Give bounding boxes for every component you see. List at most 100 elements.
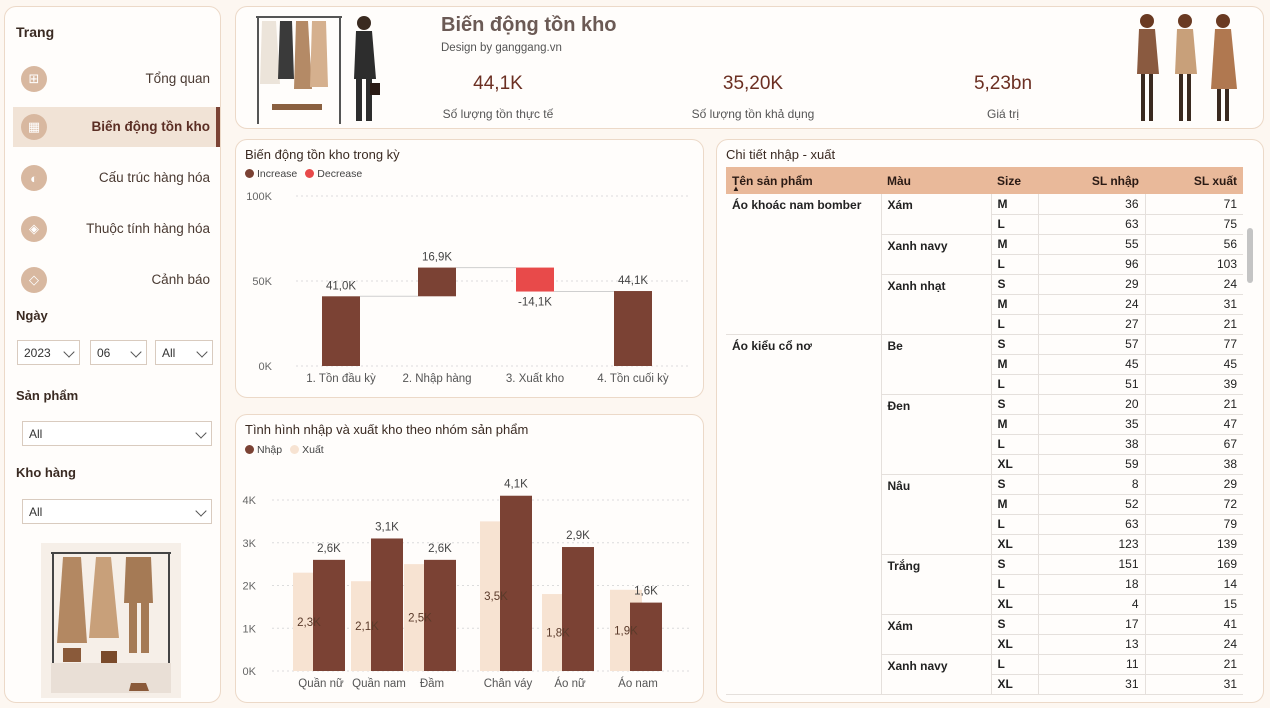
import-qty-cell: 151 (1037, 554, 1145, 575)
size-cell: L (990, 314, 1038, 335)
nhap-data-label: 4,1K (504, 479, 528, 491)
table-row[interactable]: XL 59 38 (726, 454, 1243, 475)
legend-xuat[interactable]: Xuất (290, 444, 324, 456)
color-cell: Xanh nhạt (881, 274, 992, 335)
col-product-label: Tên sản phẩm (732, 173, 813, 188)
waterfall-bar[interactable] (516, 267, 554, 292)
chevron-down-icon (130, 346, 142, 358)
nav-item-3[interactable]: ◈ Thuộc tính hàng hóa (13, 209, 220, 249)
legend-nhap-label: Nhập (257, 444, 283, 456)
table-row[interactable]: XL 123 139 (726, 534, 1243, 555)
nhap-data-label: 2,9K (566, 530, 590, 542)
nav-item-0[interactable]: ⊞ Tổng quan (13, 59, 220, 99)
table-row[interactable]: M 52 72 (726, 494, 1243, 515)
size-cell: M (990, 194, 1038, 215)
table-row[interactable]: L 63 79 (726, 514, 1243, 535)
product-dropdown[interactable]: All (22, 421, 212, 446)
table-row[interactable]: L 38 67 (726, 434, 1243, 455)
table-row[interactable]: Trắng S 151 169 (726, 554, 1243, 615)
color-cell: Xanh navy (881, 234, 992, 275)
clothing-rack-illustration (256, 16, 380, 124)
table-row[interactable]: XL 31 31 (726, 674, 1243, 695)
waterfall-bar[interactable] (614, 291, 652, 366)
header-panel: Biến động tồn kho Design by ganggang.vn … (235, 6, 1264, 129)
table-title: Chi tiết nhập - xuất (726, 147, 836, 162)
nav-item-1[interactable]: ▦ Biến động tồn kho (13, 107, 220, 147)
size-cell: L (990, 574, 1038, 595)
export-qty-cell: 75 (1144, 214, 1243, 235)
table-row[interactable]: XL 4 15 (726, 594, 1243, 615)
table-row[interactable]: Xanh navy L 11 21 (726, 654, 1243, 695)
nav-item-2[interactable]: ◐ Cấu trúc hàng hóa (13, 158, 220, 198)
sidebar-title: Trang (16, 24, 55, 40)
year-dropdown[interactable]: 2023 (17, 340, 80, 365)
import-qty-cell: 51 (1037, 374, 1145, 395)
color-cell: Xanh navy (881, 654, 992, 695)
col-import-qty[interactable]: SL nhập (1038, 167, 1145, 194)
x-tick-label: Áo nữ (554, 677, 586, 690)
table-row[interactable]: L 27 21 (726, 314, 1243, 335)
col-product[interactable]: Tên sản phẩm ▲ (726, 167, 881, 194)
legend-decrease[interactable]: Decrease (305, 168, 362, 180)
legend-increase[interactable]: Increase (245, 168, 297, 180)
table-row[interactable]: L 18 14 (726, 574, 1243, 595)
table-row[interactable]: M 45 45 (726, 354, 1243, 375)
legend-nhap[interactable]: Nhập (245, 444, 282, 456)
waterfall-bar[interactable] (322, 296, 360, 366)
nav-item-label: Cảnh báo (151, 272, 210, 287)
table-scrollbar[interactable] (1247, 228, 1253, 283)
import-qty-cell: 123 (1037, 534, 1145, 555)
y-tick-label: 100K (246, 191, 272, 203)
data-label: 16,9K (422, 252, 452, 264)
data-label: -14,1K (518, 297, 552, 309)
bar-nhap[interactable] (500, 495, 532, 671)
import-qty-cell: 13 (1037, 634, 1145, 655)
attribute-icon: ◈ (21, 216, 47, 242)
x-tick-label: 2. Nhập hàng (402, 373, 471, 385)
bar-nhap[interactable] (630, 602, 662, 671)
table-row[interactable]: Nâu S 8 29 (726, 474, 1243, 555)
import-qty-cell: 52 (1037, 494, 1145, 515)
export-qty-cell: 139 (1144, 534, 1243, 555)
month-dropdown[interactable]: 06 (90, 340, 147, 365)
fashion-rack-illustration (41, 543, 181, 698)
col-export-qty[interactable]: SL xuất (1145, 167, 1243, 194)
nav-item-4[interactable]: ◇ Cảnh báo (13, 260, 220, 300)
table-row[interactable]: L 63 75 (726, 214, 1243, 235)
xuat-data-label: 2,3K (297, 617, 321, 629)
table-row[interactable]: Áo khoác nam bomber Xám M 36 71 (726, 194, 1243, 335)
table-row[interactable]: Xám S 17 41 (726, 614, 1243, 655)
table-row[interactable]: Xanh navy M 55 56 (726, 234, 1243, 275)
x-tick-label: Đầm (420, 678, 444, 690)
table-row[interactable]: M 24 31 (726, 294, 1243, 315)
color-cell: Trắng (881, 554, 992, 615)
col-color[interactable]: Màu (881, 167, 991, 194)
table-row[interactable]: Đen S 20 21 (726, 394, 1243, 475)
table-row[interactable]: XL 13 24 (726, 634, 1243, 655)
waterfall-bar[interactable] (418, 267, 456, 297)
bar-nhap[interactable] (313, 559, 345, 671)
table-row[interactable]: L 96 103 (726, 254, 1243, 275)
table-row[interactable]: L 51 39 (726, 374, 1243, 395)
nav-item-label: Tổng quan (145, 71, 210, 86)
table-row[interactable]: M 35 47 (726, 414, 1243, 435)
warehouse-dropdown[interactable]: All (22, 499, 212, 524)
table-row[interactable]: Áo kiểu cổ nơ Be S 57 77 (726, 334, 1243, 695)
bar-nhap[interactable] (562, 547, 594, 671)
warehouse-label: Kho hàng (16, 465, 76, 480)
col-size[interactable]: Size (991, 167, 1038, 194)
table-row[interactable]: Xanh nhạt S 29 24 (726, 274, 1243, 335)
legend-decrease-label: Decrease (317, 168, 363, 180)
x-tick-label: Chân váy (484, 678, 533, 690)
day-dropdown[interactable]: All (155, 340, 213, 365)
bar-nhap[interactable] (424, 559, 456, 671)
bar-nhap[interactable] (371, 538, 403, 671)
xuat-data-label: 3,5K (484, 591, 508, 603)
kpi-value-value: 5,23bn (973, 73, 1033, 94)
import-qty-cell: 29 (1037, 274, 1145, 295)
size-cell: S (990, 614, 1038, 635)
import-qty-cell: 24 (1037, 294, 1145, 315)
month-value: 06 (97, 345, 111, 360)
import-export-chart-panel: Tình hình nhập và xuất kho theo nhóm sản… (235, 414, 704, 703)
size-cell: L (990, 654, 1038, 675)
